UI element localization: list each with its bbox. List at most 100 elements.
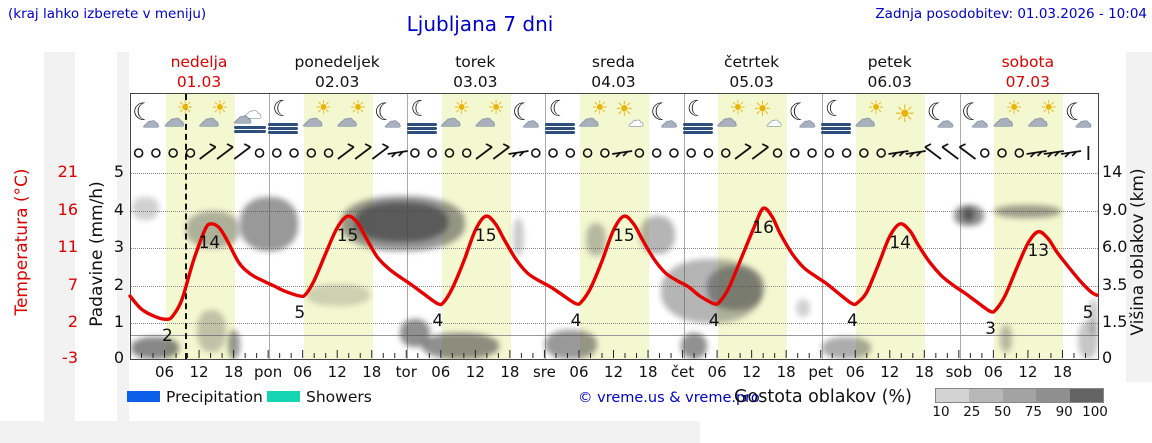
- day-date: 03.03: [453, 73, 498, 92]
- sun-icon: ☀: [1005, 97, 1023, 119]
- day-header: petek 06.03: [821, 52, 959, 92]
- cloud-blob: [962, 207, 975, 221]
- precip-tick: 0: [113, 348, 124, 367]
- fog-lines: [820, 123, 851, 126]
- cloud-blob: [131, 337, 179, 359]
- sun-icon: ☀: [349, 97, 367, 119]
- fog-lines: [268, 127, 299, 130]
- time-label: 06: [293, 363, 313, 381]
- day-name: sobota: [1001, 53, 1055, 71]
- cloud-tick: 14: [1102, 162, 1123, 181]
- weather-icon-sun-small-cloud: ☀ ☁: [613, 99, 649, 139]
- time-label: 12: [880, 363, 900, 381]
- time-label: 12: [327, 363, 347, 381]
- moon-icon: ☾: [512, 98, 534, 126]
- density-stop: 75: [1024, 404, 1042, 420]
- cloud-density-scale: [935, 388, 1104, 403]
- moon-icon: ☾: [1064, 98, 1087, 126]
- cloud-icon: ☁: [142, 112, 160, 132]
- day-header: torek 03.03: [406, 52, 544, 92]
- day-name: torek: [455, 53, 496, 71]
- sun-icon: ☀: [453, 97, 471, 119]
- time-label: 06: [431, 363, 451, 381]
- temp-axis-title: Temperatura (°C): [12, 168, 32, 316]
- last-update: Zadnja posodobitev: 01.03.2026 - 10:04: [875, 6, 1147, 22]
- day-abbrev-label: tor: [395, 363, 417, 381]
- cloud-blob: [994, 204, 1061, 219]
- day-header: ponedeljek 02.03: [268, 52, 406, 92]
- cloud-blob: [1000, 325, 1012, 352]
- day-date: 04.03: [591, 73, 636, 92]
- fog-lines: [820, 131, 851, 134]
- time-label: 18: [500, 363, 520, 381]
- cloud-blob: [680, 332, 707, 359]
- time-label: 18: [914, 363, 934, 381]
- moon-icon: ☾: [650, 98, 672, 126]
- cloud-tick: 6.0: [1102, 237, 1128, 256]
- cloud-icon: ☁: [578, 107, 600, 131]
- moon-icon: ☾: [926, 98, 949, 126]
- cloud-icon: ☁: [716, 107, 738, 131]
- moon-icon: ☾: [824, 97, 845, 122]
- cloud-icon: ☁: [798, 112, 816, 132]
- weather-icon-clouds-fog: ☁ ☁: [233, 99, 269, 139]
- cloud-icon: ☁: [163, 107, 185, 131]
- sun-icon: ☀: [614, 97, 634, 121]
- cloud-blob: [227, 330, 241, 359]
- weather-icon-sun-cloud: ☀ ☁: [164, 99, 200, 139]
- fog-lines: [820, 127, 851, 130]
- weather-icon-moon-cloud: ☾ ☁: [509, 99, 545, 139]
- density-segment: [936, 389, 970, 402]
- sun-icon: ☀: [894, 100, 916, 128]
- cloud-icon: ☁: [660, 112, 678, 132]
- fog-lines: [682, 127, 713, 130]
- density-stop: 25: [963, 404, 981, 420]
- time-label: 12: [189, 363, 209, 381]
- day-name: ponedeljek: [294, 53, 380, 71]
- weather-icon-sun-cloud: ☀ ☁: [1027, 99, 1063, 139]
- density-stop: 90: [1055, 404, 1073, 420]
- day-date: 07.03: [1005, 73, 1051, 92]
- gridline: [131, 286, 1098, 287]
- weather-icon-sun-small-cloud: ☀ ☁: [751, 99, 787, 139]
- precip-tick: 3: [113, 237, 124, 256]
- day-name: sreda: [591, 53, 635, 71]
- cloud-icon: ☁: [474, 107, 496, 131]
- fog-lines: [544, 131, 575, 134]
- sun-icon: ☀: [591, 97, 609, 119]
- weather-icon-moon-cloud: ☾ ☁: [1062, 99, 1098, 139]
- weather-icon-sun-cloud: ☀ ☁: [475, 99, 511, 139]
- weather-icon-sun-cloud: ☀ ☁: [855, 99, 891, 139]
- cloud-icon: ☁: [241, 99, 262, 123]
- density-stop: 10: [932, 404, 950, 420]
- cloud-blob: [512, 218, 525, 256]
- cloud-icon: ☁: [992, 107, 1014, 131]
- gridline: [131, 173, 1098, 174]
- sun-icon: ☀: [314, 97, 332, 119]
- fog-lines: [233, 130, 266, 133]
- temp-value-label: 3: [985, 318, 996, 339]
- temp-value-label: 2: [161, 326, 173, 347]
- fog-lines: [544, 123, 575, 126]
- precipitation-swatch: [127, 391, 160, 402]
- cloud-tick: 1.5: [1102, 312, 1128, 331]
- weather-icon-sun-cloud: ☀ ☁: [198, 99, 234, 139]
- temp-value-label: 16: [752, 217, 774, 238]
- sun-icon: ☀: [487, 97, 505, 119]
- weather-icon-moon-fog: ☾: [682, 99, 718, 139]
- precipitation-label: Precipitation: [166, 388, 263, 406]
- day-name: nedelja: [170, 53, 228, 71]
- day-name: petek: [867, 53, 912, 71]
- cloud-blob: [1077, 321, 1098, 359]
- cloud-icon: ☁: [627, 111, 644, 130]
- cloud-blob: [706, 266, 765, 311]
- sun-icon: ☀: [176, 97, 194, 119]
- temp-value-label: 5: [294, 303, 306, 323]
- showers-label: Showers: [306, 388, 372, 406]
- day-header: nedelja 01.03: [130, 52, 268, 92]
- copyright-link[interactable]: © vreme.us & vreme.pro: [578, 390, 760, 406]
- fog-lines: [268, 131, 299, 134]
- time-label: 18: [224, 363, 244, 381]
- density-stop: 100: [1082, 404, 1108, 420]
